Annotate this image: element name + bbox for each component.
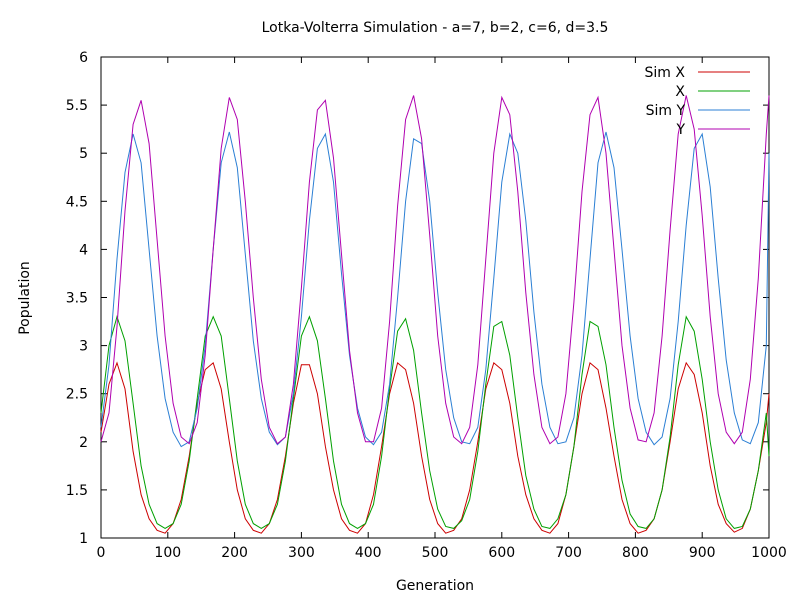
x-tick-label: 100 — [154, 545, 181, 561]
x-tick-label: 600 — [488, 545, 515, 561]
y-axis-label: Population — [17, 261, 33, 335]
y-tick-label: 5.5 — [66, 98, 88, 114]
y-tick-label: 2.5 — [66, 387, 88, 403]
legend-label: X — [675, 84, 685, 100]
x-tick-label: 800 — [622, 545, 649, 561]
legend-label: Y — [675, 122, 685, 138]
y-tick-label: 3.5 — [66, 291, 88, 307]
y-tick-label: 1 — [79, 531, 88, 547]
x-axis-label: Generation — [396, 578, 474, 594]
series-line-2 — [100, 131, 770, 448]
x-tick-label: 200 — [221, 545, 248, 561]
series-line-1 — [100, 314, 770, 529]
x-tick-label: 700 — [555, 545, 582, 561]
y-tick-label: 1.5 — [66, 483, 88, 499]
series-line-3 — [100, 95, 770, 445]
legend-label: Sim Y — [646, 103, 686, 119]
y-tick-label: 6 — [79, 50, 88, 66]
x-tick-label: 300 — [288, 545, 315, 561]
series-layer — [100, 95, 770, 534]
y-tick-label: 3 — [79, 339, 88, 355]
legend: Sim X X Sim Y Y — [645, 65, 750, 138]
x-tick-label: 400 — [355, 545, 382, 561]
x-tick-label: 1000 — [751, 545, 787, 561]
x-tick-label: 500 — [422, 545, 449, 561]
y-tick-label: 4 — [79, 242, 88, 258]
legend-label: Sim X — [645, 65, 686, 81]
y-tick-label: 2 — [79, 435, 88, 451]
ticks-layer: 0 100 200 300 400 500 600 700 800 900 1000 1 1.5 2 2.5… — [66, 50, 787, 561]
chart-title: Lotka-Volterra Simulation - a=7, b=2, c=… — [262, 20, 609, 36]
y-tick-label: 5 — [79, 146, 88, 162]
x-tick-label: 900 — [689, 545, 716, 561]
x-tick-label: 0 — [97, 545, 106, 561]
y-tick-label: 4.5 — [66, 194, 88, 210]
